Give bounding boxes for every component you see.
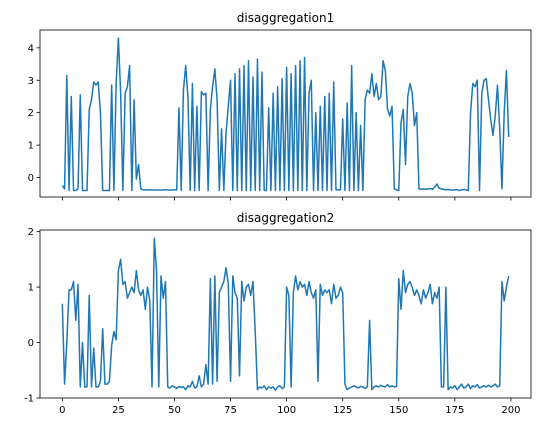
- x-tick-label: 0: [59, 405, 65, 416]
- series-line: [61, 37, 510, 192]
- x-tick-label: 75: [224, 405, 237, 416]
- subplot-title: disaggregation1: [237, 11, 334, 25]
- y-tick-label: 2: [28, 227, 34, 238]
- x-tick-label: 175: [445, 405, 464, 416]
- y-tick-label: 0: [28, 338, 34, 349]
- x-tick-label: 150: [389, 405, 408, 416]
- x-tick-label: 200: [501, 405, 520, 416]
- x-tick-label: 125: [333, 405, 352, 416]
- subplot-title: disaggregation2: [237, 211, 334, 225]
- axes-frame: [39, 29, 532, 198]
- axes-frame: [39, 229, 532, 399]
- y-tick-label: 4: [28, 43, 34, 54]
- x-tick-label: 50: [168, 405, 181, 416]
- series-line: [61, 237, 510, 391]
- y-tick-label: 2: [28, 108, 34, 119]
- y-tick-label: 3: [28, 76, 34, 87]
- y-tick-label: -1: [24, 394, 34, 405]
- x-tick-label: 100: [277, 405, 296, 416]
- y-tick-label: 1: [28, 141, 34, 152]
- y-tick-label: 1: [28, 283, 34, 294]
- x-tick-label: 25: [112, 405, 125, 416]
- y-tick-label: 0: [28, 173, 34, 184]
